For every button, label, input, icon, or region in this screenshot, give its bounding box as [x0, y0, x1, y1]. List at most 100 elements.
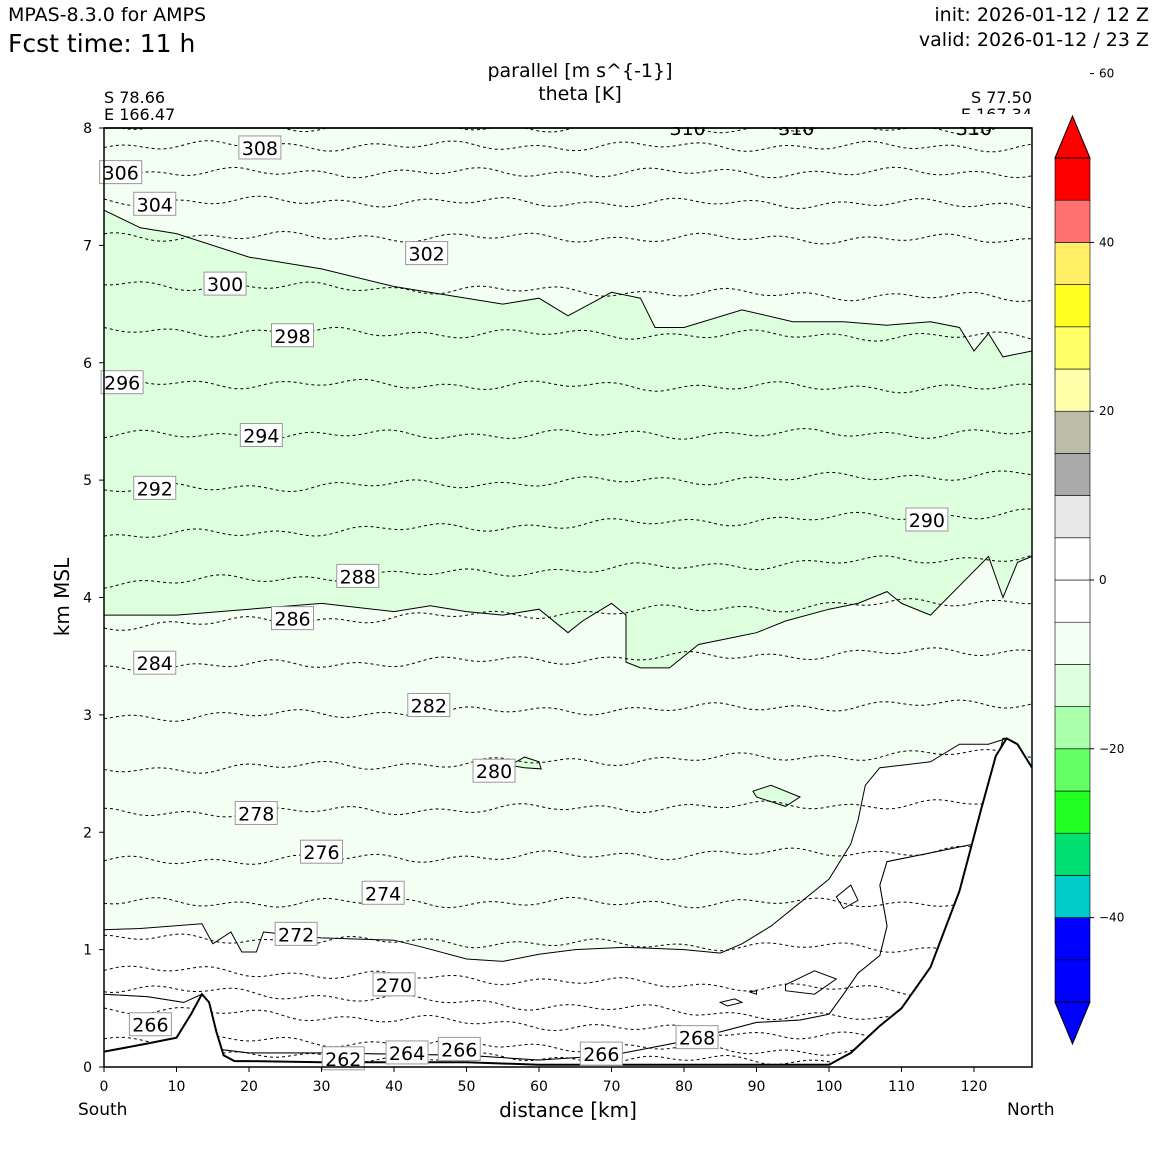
theta-line-300 — [104, 281, 1032, 302]
theta-line-268 — [104, 985, 1032, 1029]
y-tick-label: 1 — [83, 943, 92, 959]
x-tick-label: 50 — [458, 1079, 476, 1095]
theta-line-296 — [104, 377, 1032, 394]
theta-label: 284 — [137, 653, 173, 675]
colorbar-segment — [1054, 579, 1091, 623]
theta-label: 270 — [376, 975, 412, 997]
colorbar-segment — [1054, 242, 1091, 285]
colorbar-segment — [1054, 832, 1091, 876]
theta-line-270 — [104, 965, 1032, 997]
x-tick-label: 0 — [100, 1079, 109, 1095]
colorbar-segment — [1054, 748, 1091, 792]
theta-label-box — [372, 972, 416, 997]
colorbar-segment — [1054, 790, 1091, 834]
theta-label-box — [905, 507, 949, 532]
theta-label-box — [321, 1046, 365, 1071]
y-tick-label: 3 — [83, 708, 92, 724]
wind-pocket-1 — [785, 970, 838, 995]
y-tick-label: 0 — [83, 1060, 92, 1076]
theta-label-box — [203, 271, 247, 296]
theta-label: 292 — [137, 478, 173, 500]
colorbar-segment — [1054, 917, 1091, 961]
colorbar-segment — [1054, 199, 1091, 243]
colorbar-tick-label: 40 — [1099, 235, 1114, 249]
start-point-lat: S 78.66 — [104, 88, 166, 107]
theta-label-box — [437, 1036, 481, 1061]
x-tick-label: 110 — [888, 1079, 915, 1095]
plot-area — [104, 128, 1032, 1067]
theta-line-298 — [104, 326, 1032, 342]
x-axis-label: distance [km] — [499, 1098, 637, 1122]
theta-label-box — [100, 370, 144, 395]
theta-label: 304 — [137, 194, 173, 216]
wind-pocket-3 — [749, 990, 757, 995]
colorbar-segment — [1054, 410, 1091, 454]
theta-label: 296 — [104, 373, 140, 395]
x-tick-label: 40 — [385, 1079, 403, 1095]
theta-label-box — [133, 475, 177, 500]
y-tick-label: 2 — [83, 825, 92, 841]
model-title: MPAS-8.3.0 for AMPS — [8, 4, 207, 26]
chart-title-line-1: parallel [m s^{-1}] — [487, 60, 673, 82]
theta-line-262 — [104, 1051, 1032, 1067]
theta-label-box — [234, 800, 278, 825]
y-tick-label: 5 — [83, 473, 92, 489]
colorbar-tick-label: 0 — [1099, 573, 1107, 587]
x-tick-label: 60 — [530, 1079, 548, 1095]
colorbar-segment — [1054, 157, 1091, 201]
colorbar-segment — [1054, 959, 1091, 1003]
colorbar-under-triangle — [1054, 1001, 1091, 1046]
right-end-label: North — [1007, 1100, 1055, 1120]
x-tick-label: 10 — [168, 1079, 186, 1095]
theta-label-box — [274, 921, 318, 946]
y-tick-label: 7 — [83, 238, 92, 254]
y-tick-label: 8 — [83, 121, 92, 137]
theta-label: 278 — [238, 803, 274, 825]
theta-label: 308 — [242, 138, 278, 160]
x-tick-label: 90 — [748, 1079, 766, 1095]
theta-label: 288 — [340, 566, 376, 588]
colorbar-segment — [1054, 495, 1091, 539]
theta-label-box — [361, 880, 405, 905]
colorbar-segment — [1054, 284, 1091, 328]
theta-label: 268 — [679, 1028, 715, 1050]
colorbar-tick-label: −20 — [1099, 742, 1124, 756]
colorbar-segment — [1054, 875, 1091, 918]
wind-pocket-0 — [835, 884, 859, 910]
colorbar-segment — [1054, 664, 1091, 707]
wind-region-pocket-280 — [508, 756, 542, 770]
theta-line-264 — [104, 1035, 1032, 1061]
theta-line-310 — [117, 128, 1032, 135]
x-tick-label: 120 — [961, 1079, 988, 1095]
colorbar-segment — [1054, 706, 1091, 750]
theta-label-box — [271, 323, 314, 348]
theta-label-box — [385, 1040, 429, 1065]
theta-label: 276 — [303, 842, 339, 864]
theta-label: 282 — [411, 695, 447, 717]
theta-label: 264 — [389, 1043, 425, 1065]
theta-label: 306 — [103, 163, 139, 185]
theta-label-box — [99, 160, 143, 185]
left-end-label: South — [78, 1100, 128, 1120]
theta-label: 262 — [325, 1049, 361, 1071]
theta-label-box — [472, 758, 516, 783]
theta-label: 298 — [274, 326, 310, 348]
theta-line-290 — [104, 508, 1032, 538]
theta-line-266 — [104, 1007, 1032, 1047]
valid-time: valid: 2026-01-12 / 23 Z — [918, 29, 1149, 51]
theta-label: 266 — [441, 1039, 477, 1061]
theta-label-box — [238, 135, 282, 160]
wind-region-band-minus-10 — [104, 209, 1032, 669]
theta-label-box — [336, 563, 380, 588]
x-tick-label: 80 — [675, 1079, 693, 1095]
y-tick-label: 6 — [83, 356, 92, 372]
x-tick-label: 100 — [816, 1079, 843, 1095]
theta-label-box — [405, 241, 449, 266]
x-axis: 0 10 20 30 40 50 60 70 80 90 100 110 120 — [100, 1067, 988, 1095]
theta-label-box — [271, 606, 314, 631]
theta-line-272 — [104, 933, 1032, 953]
theta-labels: 308 306 304 302 300 298 296 294 292 290 288 286 284 2… — [99, 116, 996, 1071]
theta-line-304 — [104, 195, 1032, 210]
theta-label: 286 — [274, 609, 310, 631]
colorbar-segment — [1054, 453, 1091, 496]
